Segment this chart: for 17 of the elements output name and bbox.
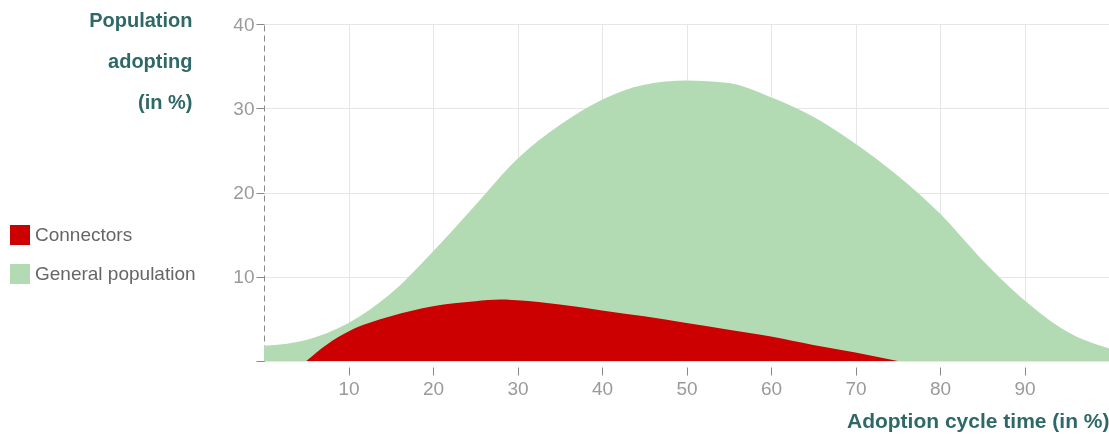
x-tick-label: 30: [507, 377, 529, 399]
x-tick-label: 90: [1014, 377, 1036, 399]
x-tick-label: 70: [845, 377, 867, 399]
legend-label: Connectors: [35, 224, 133, 245]
x-tick-label: 50: [676, 377, 698, 399]
x-axis-title: Adoption cycle time (in %): [846, 408, 1109, 432]
legend-label: General population: [35, 263, 196, 284]
y-tick-label: 20: [233, 182, 255, 203]
x-tick-label: 80: [929, 377, 952, 399]
x-tick-label: 10: [338, 377, 360, 399]
x-tick-label: 40: [591, 377, 614, 399]
y-axis-title: Population adopting (in %): [89, 8, 193, 113]
y-tick-label: 40: [233, 13, 255, 35]
x-tick-label: 20: [422, 377, 445, 399]
x-tick-label: 60: [760, 377, 783, 399]
y-tick-label: 30: [233, 97, 255, 119]
y-tick-label: 10: [233, 266, 255, 288]
